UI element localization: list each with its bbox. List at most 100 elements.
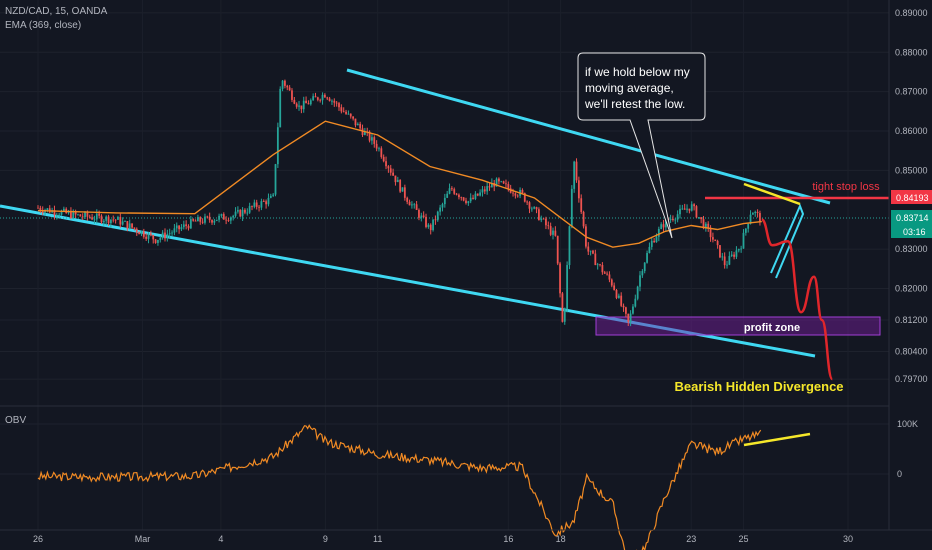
callout-bubble[interactable]	[577, 52, 706, 239]
candle-body	[420, 215, 423, 218]
candle-body	[556, 235, 559, 264]
candle-body	[526, 201, 529, 203]
candle-body	[686, 208, 688, 210]
candle-body	[704, 223, 707, 229]
candle-body	[735, 250, 738, 257]
candle-body	[646, 253, 648, 263]
profit-zone-box[interactable]	[595, 316, 881, 336]
candle-body	[700, 217, 703, 220]
candle-body	[215, 219, 218, 221]
candle-body	[251, 206, 253, 207]
candle-body	[218, 215, 220, 220]
candle-body	[241, 209, 244, 217]
candle-body	[117, 216, 119, 220]
candle-body	[368, 131, 371, 141]
candle-body	[197, 217, 199, 222]
candle-body	[502, 181, 505, 184]
price-axis[interactable]: 0.89000 0.88000 0.87000 0.86000 0.85000 0.830…	[895, 8, 928, 384]
candle-body	[632, 306, 634, 314]
candle-body	[599, 264, 601, 266]
obv-tick-label: 100K	[897, 419, 918, 429]
candle-body	[434, 219, 437, 221]
candle-body	[319, 99, 322, 101]
candle-body	[338, 103, 340, 108]
candle-body	[427, 224, 430, 227]
candle-body	[730, 254, 733, 257]
candle-body	[60, 211, 63, 215]
candle-body	[175, 225, 178, 229]
candle-body	[316, 97, 319, 100]
candle-body	[620, 295, 623, 306]
candle-body	[211, 220, 213, 223]
candle-body	[55, 214, 58, 216]
candle-body	[128, 223, 131, 229]
obv-legend[interactable]: OBV	[5, 415, 27, 426]
candle-body	[472, 197, 474, 199]
candle-body	[244, 209, 246, 213]
obv-line	[37, 424, 762, 550]
candle-body	[432, 219, 434, 231]
candle-body	[721, 256, 724, 258]
candle-body	[140, 231, 143, 235]
stop-price-tag	[891, 190, 932, 204]
candle-body	[171, 232, 173, 234]
candle-body	[105, 216, 108, 221]
candle-body	[53, 210, 56, 216]
lower-trendline[interactable]	[0, 204, 816, 358]
candle-body	[173, 228, 176, 233]
ema-legend[interactable]: EMA (369, close)	[5, 20, 82, 31]
candle-body	[58, 214, 61, 216]
candle-body	[545, 218, 547, 226]
projected-price-path[interactable]	[761, 218, 834, 381]
candle-body	[124, 221, 126, 222]
candle-body	[189, 219, 192, 229]
candle-body	[512, 192, 514, 194]
candle-body	[340, 107, 343, 112]
symbol-legend[interactable]: NZD/CAD, 15, OANDA	[5, 6, 108, 17]
candle-body	[408, 201, 411, 206]
candle-body	[716, 240, 719, 246]
candle-body	[709, 227, 712, 238]
bar-countdown: 03:16	[903, 227, 926, 237]
candle-body	[323, 94, 326, 98]
candle-body	[164, 232, 166, 239]
candle-body	[467, 201, 470, 204]
candle-body	[653, 240, 656, 243]
candle-body	[740, 248, 743, 250]
candle-body	[260, 201, 263, 208]
candle-body	[455, 193, 458, 195]
candle-body	[505, 183, 507, 185]
time-axis[interactable]: 26 Mar 4 9 11 16 18 23 25 30	[33, 534, 853, 544]
candle-body	[697, 217, 700, 218]
upper-trendline[interactable]	[346, 68, 831, 205]
candle-body	[70, 211, 72, 219]
candle-body	[679, 208, 681, 215]
candle-body	[469, 197, 472, 202]
candle-body	[554, 230, 557, 236]
candle-body	[229, 217, 232, 221]
candle-body	[693, 204, 695, 207]
candle-body	[690, 204, 693, 211]
candle-body	[627, 313, 630, 322]
obv-divergence-line[interactable]	[743, 432, 811, 447]
candle-body	[601, 265, 604, 273]
candle-body	[180, 227, 183, 230]
candle-body	[102, 220, 105, 223]
candle-body	[643, 262, 646, 272]
price-divergence-line[interactable]	[743, 182, 801, 206]
price-tick-label: 0.80400	[895, 347, 928, 357]
candle-body	[542, 218, 545, 220]
candle-body	[486, 186, 489, 192]
candle-body	[460, 197, 463, 198]
candle-body	[540, 218, 543, 221]
candle-body	[549, 226, 552, 235]
candle-body	[608, 274, 611, 280]
candle-body	[528, 202, 531, 209]
profit-zone-label: profit zone	[744, 322, 800, 334]
candle-body	[439, 207, 442, 212]
stop-loss-label: tight stop loss	[812, 181, 880, 193]
candle-body	[733, 254, 735, 257]
obv-axis[interactable]: 100K 0	[897, 419, 918, 479]
candle-body	[354, 118, 357, 126]
